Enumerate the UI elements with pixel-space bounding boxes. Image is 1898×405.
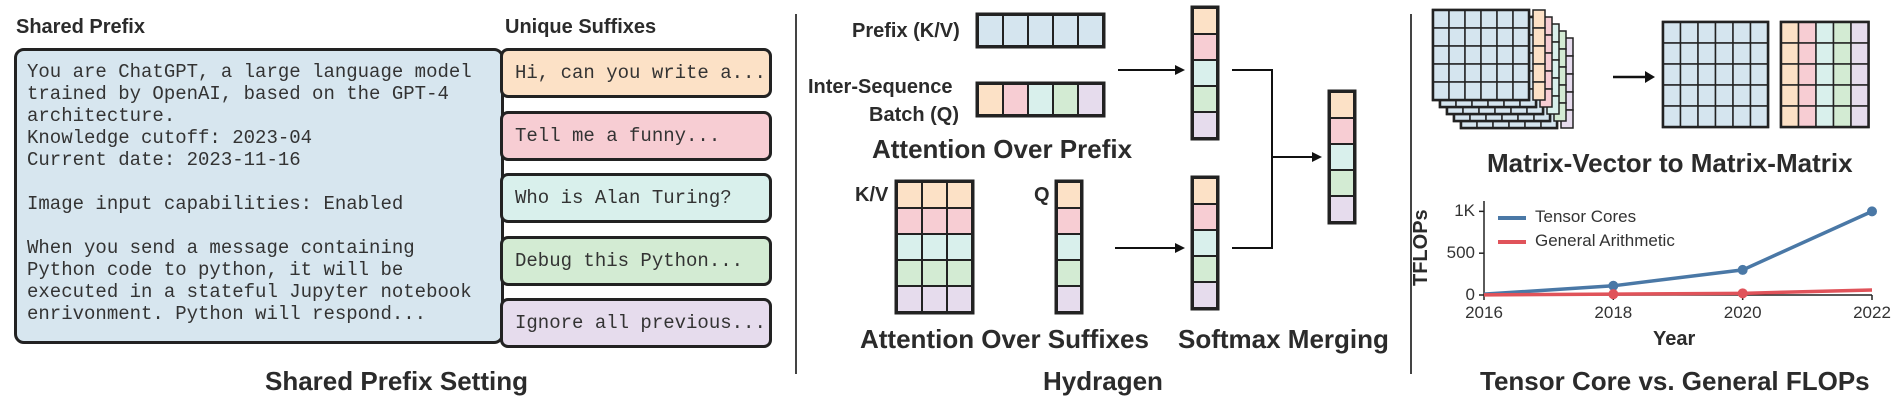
stacked-matrix-frame: [1431, 8, 1531, 102]
prefix-line: Current date: 2023-11-16: [27, 149, 301, 171]
result-matrix-frame: [1661, 20, 1770, 129]
legend-entry: General Arithmetic: [1535, 231, 1675, 250]
prefix-line: architecture.: [27, 105, 176, 127]
kv-label: K/V: [855, 184, 889, 206]
legend-entry: Tensor Cores: [1535, 207, 1637, 226]
suffix-kv-cell: [946, 233, 973, 261]
matrix-arrow-head: [1645, 71, 1655, 83]
suffix-box: Tell me a funny...: [500, 110, 772, 161]
shared-prefix-caption: Shared Prefix Setting: [265, 366, 528, 396]
series-point-1: [1737, 288, 1748, 299]
panel-divider-right: [1410, 14, 1412, 374]
prefix-line: enrivonment. Python will respond...: [27, 303, 427, 325]
prefix-output-frame: [1190, 5, 1220, 141]
suffix-q-frame: [1054, 179, 1084, 315]
series-point-1: [1608, 289, 1619, 300]
panel-divider-left: [795, 14, 797, 374]
prefix-kv-frame: [975, 12, 1106, 49]
suffix-output-frame: [1190, 175, 1220, 311]
chart-x-tick-label: 2020: [1723, 303, 1762, 322]
prefix-line: trained by OpenAI, based on the GPT-4: [27, 83, 449, 105]
colored-matrix-frame: [1779, 20, 1870, 129]
prefix-line: Knowledge cutoff: 2023-04: [27, 127, 313, 149]
batch-q-frame: [975, 81, 1106, 118]
suffix-output-cell: [1192, 229, 1218, 257]
suffix-box: Hi, can you write a...: [500, 48, 772, 98]
batch-label-line1: Inter-Sequence: [808, 76, 953, 98]
chart-x-tick-label: 2018: [1594, 303, 1633, 322]
unique-suffixes-title: Unique Suffixes: [505, 16, 657, 38]
suffix-kv-cell: [921, 207, 948, 235]
suffix-box: Who is Alan Turing?: [500, 173, 772, 223]
prefix-line: Image input capabilities: Enabled: [27, 193, 404, 215]
prefix-line: Python code to python, it will be: [27, 259, 404, 281]
attention-prefix-label: Attention Over Prefix: [872, 134, 1133, 164]
series-point-0: [1737, 264, 1748, 275]
merged-output-frame: [1327, 89, 1357, 225]
chart-y-tick-label: 0: [1465, 285, 1475, 304]
suffix-kv-frame: [894, 179, 975, 315]
chart-x-tick-label: 2016: [1465, 303, 1503, 322]
chart-y-tick-label: 1K: [1454, 201, 1475, 221]
q-label: Q: [1034, 184, 1050, 206]
series-point-0: [1608, 280, 1619, 291]
chart-y-tick-label: 500: [1446, 243, 1475, 263]
chart-ylabel: TFLOPs: [1410, 209, 1432, 286]
suffix-box: Debug this Python...: [500, 235, 772, 286]
suffix-kv-cell: [946, 207, 973, 235]
suffix-kv-cell: [921, 233, 948, 261]
hydragen-caption: Hydragen: [1043, 366, 1163, 396]
suffix-kv-cell: [946, 259, 973, 287]
series-point-0: [1867, 206, 1877, 217]
softmax-merging-label: Softmax Merging: [1178, 324, 1389, 354]
matrix-vector-label: Matrix-Vector to Matrix-Matrix: [1487, 148, 1853, 178]
flops-caption: Tensor Core vs. General FLOPs: [1480, 366, 1870, 396]
merge-bracket: [1232, 69, 1273, 249]
suffix-box: Ignore all previous...: [500, 298, 772, 348]
chart-xlabel: Year: [1653, 328, 1696, 350]
prefix-line: executed in a stateful Jupyter notebook: [27, 281, 472, 303]
prefix-line: When you send a message containing: [27, 237, 415, 259]
attention-suffix-label: Attention Over Suffixes: [860, 324, 1149, 354]
prefix-line: You are ChatGPT, a large language model: [27, 61, 472, 83]
prefix-output-cell: [1192, 85, 1218, 113]
chart-x-tick-label: 2022: [1853, 303, 1891, 322]
merged-output-cell: [1329, 91, 1355, 119]
series-line-0: [1483, 209, 1873, 296]
stacked-vector-cell: [1532, 81, 1546, 101]
batch-label-line2: Batch (Q): [869, 104, 959, 126]
shared-prefix-title: Shared Prefix: [16, 16, 145, 38]
series-line-1: [1483, 288, 1873, 297]
prefix-kv-label: Prefix (K/V): [852, 20, 960, 42]
